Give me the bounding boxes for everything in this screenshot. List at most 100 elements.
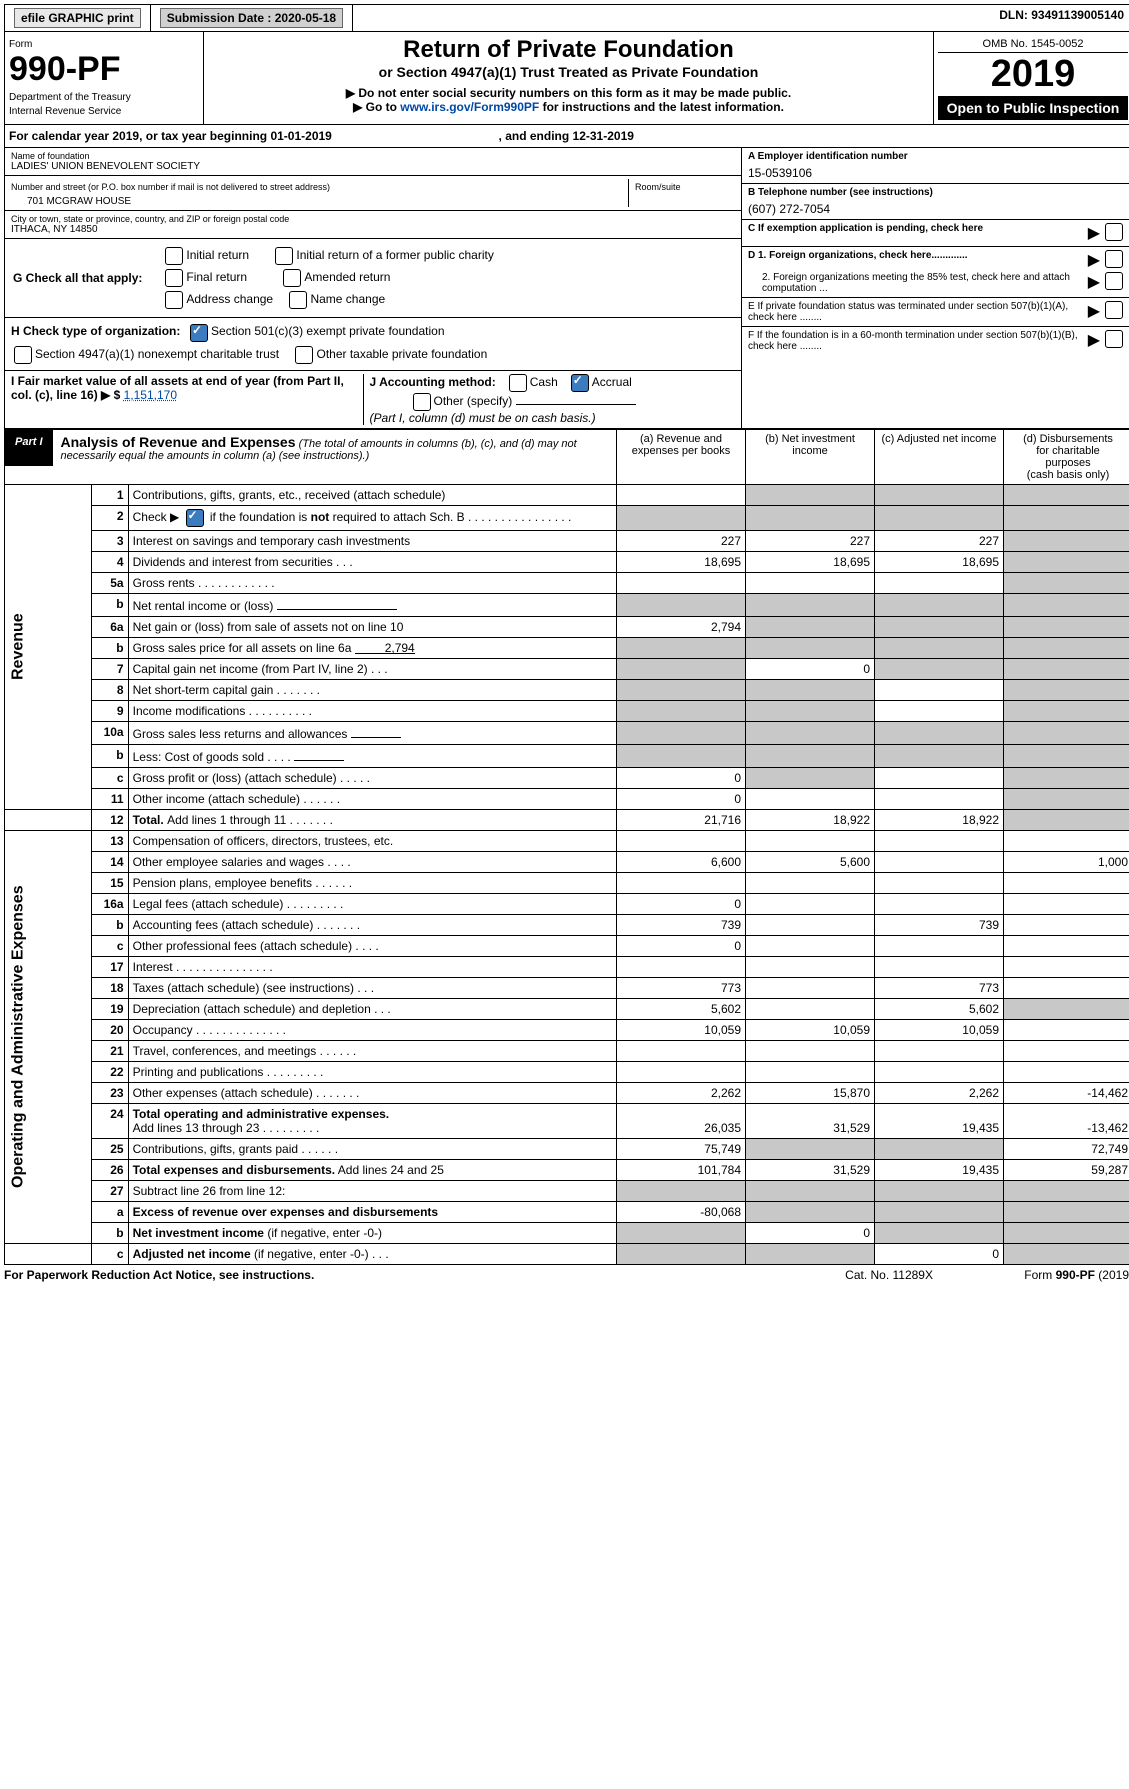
row-17: 17Interest . . . . . . . . . . . . . . . (5, 956, 1129, 977)
address-row: Number and street (or P.O. box number if… (5, 176, 741, 211)
row-6a: 6aNet gain or (loss) from sale of assets… (5, 616, 1129, 637)
warning-2: ▶ Go to www.irs.gov/Form990PF for instru… (208, 100, 929, 114)
submission-cell: Submission Date : 2020-05-18 (151, 5, 353, 31)
row-13: Operating and Administrative Expenses 13… (5, 830, 1129, 851)
col-c-header: (c) Adjusted net income (875, 429, 1004, 484)
row-1: Revenue 1Contributions, gifts, grants, e… (5, 484, 1129, 505)
row-10c: cGross profit or (loss) (attach schedule… (5, 767, 1129, 788)
form-number: 990-PF (9, 50, 121, 88)
calendar-line: For calendar year 2019, or tax year begi… (4, 125, 1129, 148)
d1-checkbox[interactable] (1105, 250, 1123, 268)
j-cell: J Accounting method: Cash Accrual Other … (364, 374, 735, 425)
form-subtitle: or Section 4947(a)(1) Trust Treated as P… (208, 64, 929, 80)
phone: (607) 272-7054 (748, 202, 1126, 216)
open-public: Open to Public Inspection (938, 96, 1128, 120)
form-title: Return of Private Foundation (208, 36, 929, 64)
room-label: Room/suite (635, 182, 681, 192)
fmv-link[interactable]: 1,151,170 (124, 388, 177, 402)
irs-label: Internal Revenue Service (9, 106, 121, 117)
row-2: 2 Check ▶ if the foundation is not requi… (5, 505, 1129, 530)
street-address: 701 MCGRAW HOUSE (11, 196, 131, 207)
row-6b: bGross sales price for all assets on lin… (5, 637, 1129, 658)
c-checkbox[interactable] (1105, 223, 1123, 241)
city-label: City or town, state or province, country… (11, 214, 735, 224)
row-22: 22Printing and publications . . . . . . … (5, 1061, 1129, 1082)
form-label: Form (9, 39, 32, 50)
e-checkbox[interactable] (1105, 301, 1123, 319)
f-row: F If the foundation is in a 60-month ter… (742, 327, 1129, 355)
name-label: Name of foundation (11, 151, 735, 161)
other-taxable-checkbox[interactable] (295, 346, 313, 364)
initial-former-checkbox[interactable] (275, 247, 293, 265)
row-12: 12Total. Add lines 1 through 11 . . . . … (5, 809, 1129, 830)
efile-cell: efile GRAPHIC print (5, 5, 151, 31)
cash-checkbox[interactable] (509, 374, 527, 392)
row-9: 9Income modifications . . . . . . . . . … (5, 700, 1129, 721)
row-27c: cAdjusted net income (if negative, enter… (5, 1243, 1129, 1264)
arrow-icon: ▶ (1088, 250, 1100, 270)
addr-label: Number and street (or P.O. box number if… (11, 182, 330, 192)
address-change-checkbox[interactable] (165, 291, 183, 309)
row-23: 23Other expenses (attach schedule) . . .… (5, 1082, 1129, 1103)
row-27: 27Subtract line 26 from line 12: (5, 1180, 1129, 1201)
row-16b: bAccounting fees (attach schedule) . . .… (5, 914, 1129, 935)
part1-tab: Part I (5, 430, 53, 466)
city-row: City or town, state or province, country… (5, 211, 741, 239)
row-27b: bNet investment income (if negative, ent… (5, 1222, 1129, 1243)
header-left: Form 990-PF Department of the Treasury I… (5, 32, 204, 124)
schb-checkbox[interactable] (186, 509, 204, 527)
page-footer: For Paperwork Reduction Act Notice, see … (4, 1265, 1129, 1282)
row-20: 20Occupancy . . . . . . . . . . . . . .1… (5, 1019, 1129, 1040)
top-bar: efile GRAPHIC print Submission Date : 20… (4, 4, 1129, 32)
row-26: 26Total expenses and disbursements. Add … (5, 1159, 1129, 1180)
name-row: Name of foundation LADIES' UNION BENEVOL… (5, 148, 741, 176)
pra-notice: For Paperwork Reduction Act Notice, see … (4, 1268, 845, 1282)
revenue-label: Revenue (5, 484, 92, 809)
form-ref: Form 990-PF (2019) (933, 1268, 1129, 1282)
submission-button[interactable]: Submission Date : 2020-05-18 (160, 8, 343, 28)
501c3-checkbox[interactable] (190, 324, 208, 342)
row-21: 21Travel, conferences, and meetings . . … (5, 1040, 1129, 1061)
row-5a: 5aGross rents . . . . . . . . . . . . (5, 572, 1129, 593)
arrow-icon: ▶ (1088, 223, 1100, 243)
entity-right: A Employer identification number 15-0539… (742, 148, 1129, 428)
e-row: E If private foundation status was termi… (742, 298, 1129, 327)
part1-table: Part I Analysis of Revenue and Expenses … (4, 429, 1129, 1265)
4947-checkbox[interactable] (14, 346, 32, 364)
entity-box: Name of foundation LADIES' UNION BENEVOL… (4, 148, 1129, 429)
row-4: 4Dividends and interest from securities … (5, 551, 1129, 572)
name-change-checkbox[interactable] (289, 291, 307, 309)
row-7: 7Capital gain net income (from Part IV, … (5, 658, 1129, 679)
other-method-checkbox[interactable] (413, 393, 431, 411)
col-a-header: (a) Revenue and expenses per books (617, 429, 746, 484)
dept-label: Department of the Treasury (9, 92, 131, 103)
header-center: Return of Private Foundation or Section … (204, 32, 934, 124)
f-checkbox[interactable] (1105, 330, 1123, 348)
row-18: 18Taxes (attach schedule) (see instructi… (5, 977, 1129, 998)
final-return-checkbox[interactable] (165, 269, 183, 287)
row-19: 19Depreciation (attach schedule) and dep… (5, 998, 1129, 1019)
arrow-icon: ▶ (1088, 301, 1100, 323)
cat-number: Cat. No. 11289X (845, 1268, 933, 1282)
ein: 15-0539106 (748, 166, 1126, 180)
accrual-checkbox[interactable] (571, 374, 589, 392)
instructions-link[interactable]: www.irs.gov/Form990PF (400, 100, 539, 114)
col-b-header: (b) Net investment income (746, 429, 875, 484)
h-row: H Check type of organization: Section 50… (5, 318, 741, 371)
c-row: C If exemption application is pending, c… (742, 220, 1129, 247)
row-10b: bLess: Cost of goods sold . . . . (5, 744, 1129, 767)
foundation-name: LADIES' UNION BENEVOLENT SOCIETY (11, 161, 735, 172)
row-25: 25Contributions, gifts, grants paid . . … (5, 1138, 1129, 1159)
initial-return-checkbox[interactable] (165, 247, 183, 265)
arrow-icon: ▶ (1088, 272, 1100, 294)
omb-number: OMB No. 1545-0052 (938, 36, 1128, 53)
a-row: A Employer identification number 15-0539… (742, 148, 1129, 184)
d2-checkbox[interactable] (1105, 272, 1123, 290)
row-11: 11Other income (attach schedule) . . . .… (5, 788, 1129, 809)
efile-button[interactable]: efile GRAPHIC print (14, 8, 141, 28)
row-16a: 16aLegal fees (attach schedule) . . . . … (5, 893, 1129, 914)
g-row: G Check all that apply: Initial return I… (5, 239, 741, 318)
row-15: 15Pension plans, employee benefits . . .… (5, 872, 1129, 893)
amended-return-checkbox[interactable] (283, 269, 301, 287)
row-16c: cOther professional fees (attach schedul… (5, 935, 1129, 956)
